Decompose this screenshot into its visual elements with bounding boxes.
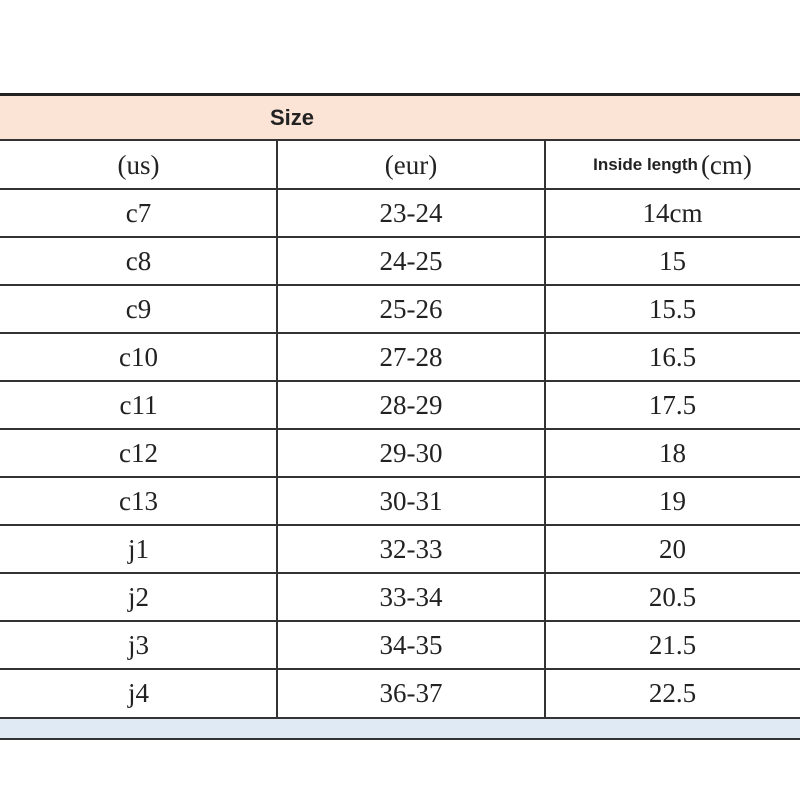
table-cell: 25-26 xyxy=(379,293,443,324)
table-cell: j1 xyxy=(127,533,149,564)
table-cell: 15 xyxy=(659,245,686,276)
table-cell: 20.5 xyxy=(648,581,697,612)
table-cell: c8 xyxy=(125,245,152,276)
title-row: Size xyxy=(0,93,800,141)
table-cell: 18 xyxy=(659,437,686,468)
table-cell: 21.5 xyxy=(648,629,697,660)
row-divider xyxy=(0,380,800,382)
table-cell: 23-24 xyxy=(379,197,443,228)
row-divider xyxy=(0,332,800,334)
table-cell: c12 xyxy=(119,437,158,468)
row-divider xyxy=(0,668,800,670)
table-cell: 22.5 xyxy=(648,677,697,708)
table-cell: 15.5 xyxy=(648,293,697,324)
row-divider xyxy=(0,572,800,574)
row-divider xyxy=(0,284,800,286)
table-cell: 29-30 xyxy=(379,437,443,468)
table-cell: 34-35 xyxy=(379,629,443,660)
table-cell: 30-31 xyxy=(379,485,443,516)
table-cell: c10 xyxy=(119,341,158,372)
column-header: Inside length (cm) xyxy=(545,141,800,189)
table-cell: 28-29 xyxy=(379,389,443,420)
table-cell: c7 xyxy=(125,197,152,228)
table-cell: 32-33 xyxy=(379,533,443,564)
table-cell: 24-25 xyxy=(379,245,443,276)
table-cell: 17.5 xyxy=(648,389,697,420)
row-divider xyxy=(0,620,800,622)
table-cell: 16.5 xyxy=(648,341,697,372)
row-divider xyxy=(0,476,800,478)
row-divider xyxy=(0,236,800,238)
header-label: Inside length xyxy=(593,155,698,174)
table-cell: 36-37 xyxy=(379,677,443,708)
row-divider xyxy=(0,188,800,190)
table-cell: 33-34 xyxy=(379,581,443,612)
row-divider xyxy=(0,524,800,526)
table-cell: 20 xyxy=(659,533,686,564)
table-cell: j4 xyxy=(127,677,149,708)
column-header: (us) xyxy=(117,149,160,180)
table-cell: j3 xyxy=(127,629,149,660)
table-cell: 27-28 xyxy=(379,341,443,372)
table-cell: c9 xyxy=(125,293,152,324)
row-divider xyxy=(0,428,800,430)
header-unit: (cm) xyxy=(700,149,752,180)
table-cell: c11 xyxy=(119,389,158,420)
column-header: (eur) xyxy=(384,149,438,180)
table-cell: j2 xyxy=(127,581,149,612)
title: Size xyxy=(270,105,315,130)
table-cell: c13 xyxy=(119,485,158,516)
table-cell: 14cm xyxy=(642,197,703,228)
table-cell: 19 xyxy=(659,485,686,516)
footer-band xyxy=(0,717,800,740)
